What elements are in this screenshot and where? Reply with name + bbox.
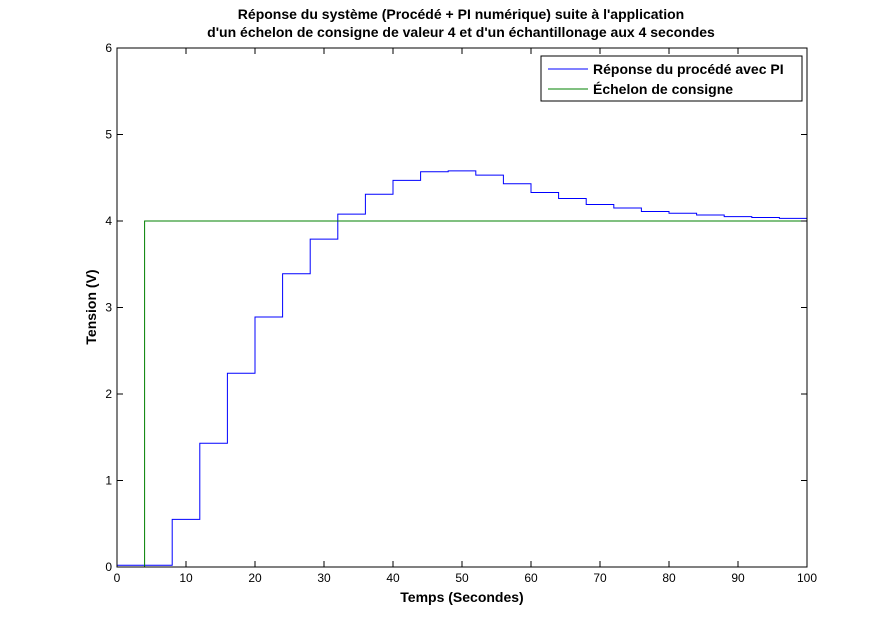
x-tick-label: 0 [114,571,121,585]
x-tick-label: 100 [797,571,817,585]
y-tick-label: 5 [105,128,112,142]
x-tick-label: 10 [179,571,193,585]
legend-box [540,55,803,102]
x-tick-label: 60 [524,571,538,585]
plot-area [117,48,807,567]
legend-entry-reponse: Réponse du procédé avec PI [593,61,784,77]
y-tick-label: 6 [105,41,112,55]
y-tick-label: 0 [105,560,112,574]
y-tick-label: 3 [105,301,112,315]
x-tick-label: 20 [248,571,262,585]
y-tick-label: 1 [105,474,112,488]
series-reponse-line [117,170,807,566]
x-tick-label: 90 [731,571,745,585]
x-axis-label: Temps (Secondes) [400,589,523,605]
x-tick-label: 40 [386,571,400,585]
x-tick-label: 30 [317,571,331,585]
ticks-layer: 0 10 20 30 40 50 60 70 80 90 100 0 1 2 3 4 5 6 [105,41,817,585]
legend: Réponse du procédé avec PI Échelon de co… [540,55,803,102]
x-tick-label: 70 [593,571,607,585]
chart-title: Réponse du système (Procédé + PI numériq… [207,6,715,40]
chart-title-line-1: Réponse du système (Procédé + PI numériq… [238,6,684,22]
y-tick-label: 4 [105,214,112,228]
x-tick-label: 50 [455,571,469,585]
legend-entry-echelon: Échelon de consigne [593,81,733,97]
chart-title-line-2: d'un échelon de consigne de valeur 4 et … [207,24,715,40]
y-axis-label: Tension (V) [83,269,99,344]
x-tick-label: 80 [662,571,676,585]
y-tick-label: 2 [105,387,112,401]
